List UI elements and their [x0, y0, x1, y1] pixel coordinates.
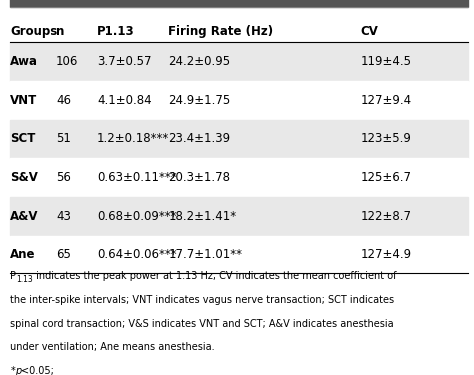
- Text: <0.05;: <0.05;: [21, 366, 55, 375]
- Text: p: p: [15, 366, 21, 375]
- Text: 1.13: 1.13: [17, 275, 33, 284]
- Text: Awa: Awa: [10, 55, 38, 68]
- Bar: [10, 42, 468, 81]
- Text: CV: CV: [360, 26, 378, 38]
- Text: 0.63±0.11***: 0.63±0.11***: [97, 171, 177, 184]
- Text: A&V: A&V: [10, 210, 39, 223]
- Text: 1.2±0.18***: 1.2±0.18***: [97, 132, 169, 146]
- Text: 127±4.9: 127±4.9: [360, 248, 411, 261]
- Text: 3.7±0.57: 3.7±0.57: [97, 55, 152, 68]
- Text: 123±5.9: 123±5.9: [360, 132, 411, 146]
- Text: under ventilation; Ane means anesthesia.: under ventilation; Ane means anesthesia.: [10, 342, 215, 352]
- Text: 0.68±0.09***: 0.68±0.09***: [97, 210, 177, 223]
- Bar: [10, 81, 468, 120]
- Text: 106: 106: [56, 55, 78, 68]
- Text: 51: 51: [56, 132, 71, 146]
- Text: 119±4.5: 119±4.5: [360, 55, 411, 68]
- Text: Groups: Groups: [10, 26, 58, 38]
- Text: P: P: [10, 272, 17, 281]
- Text: 17.7±1.01**: 17.7±1.01**: [168, 248, 242, 261]
- Text: 4.1±0.84: 4.1±0.84: [97, 94, 152, 107]
- Text: *: *: [10, 366, 15, 375]
- Text: 23.4±1.39: 23.4±1.39: [168, 132, 230, 146]
- Text: SCT: SCT: [10, 132, 36, 146]
- Text: 18.2±1.41*: 18.2±1.41*: [168, 210, 237, 223]
- Text: indicates the peak power at 1.13 Hz, CV indicates the mean coefficient of: indicates the peak power at 1.13 Hz, CV …: [33, 272, 397, 281]
- Text: Ane: Ane: [10, 248, 36, 261]
- Text: 122±8.7: 122±8.7: [360, 210, 411, 223]
- Bar: [10, 120, 468, 158]
- Text: VNT: VNT: [10, 94, 37, 107]
- Text: 65: 65: [56, 248, 71, 261]
- Text: 127±9.4: 127±9.4: [360, 94, 411, 107]
- Text: P1.13: P1.13: [97, 26, 135, 38]
- Text: the inter-spike intervals; VNT indicates vagus nerve transaction; SCT indicates: the inter-spike intervals; VNT indicates…: [10, 295, 394, 305]
- Text: 46: 46: [56, 94, 71, 107]
- Bar: [10, 158, 468, 197]
- Text: Firing Rate (Hz): Firing Rate (Hz): [168, 26, 273, 38]
- Text: S&V: S&V: [10, 171, 38, 184]
- Text: 125±6.7: 125±6.7: [360, 171, 411, 184]
- Text: spinal cord transaction; V&S indicates VNT and SCT; A&V indicates anesthesia: spinal cord transaction; V&S indicates V…: [10, 319, 394, 328]
- Bar: [10, 0, 468, 7]
- Bar: [10, 197, 468, 236]
- Bar: [10, 236, 468, 274]
- Text: 56: 56: [56, 171, 71, 184]
- Text: 20.3±1.78: 20.3±1.78: [168, 171, 230, 184]
- Text: 43: 43: [56, 210, 71, 223]
- Text: 0.64±0.06***: 0.64±0.06***: [97, 248, 177, 261]
- Text: 24.2±0.95: 24.2±0.95: [168, 55, 230, 68]
- Text: 24.9±1.75: 24.9±1.75: [168, 94, 230, 107]
- Text: n: n: [56, 26, 64, 38]
